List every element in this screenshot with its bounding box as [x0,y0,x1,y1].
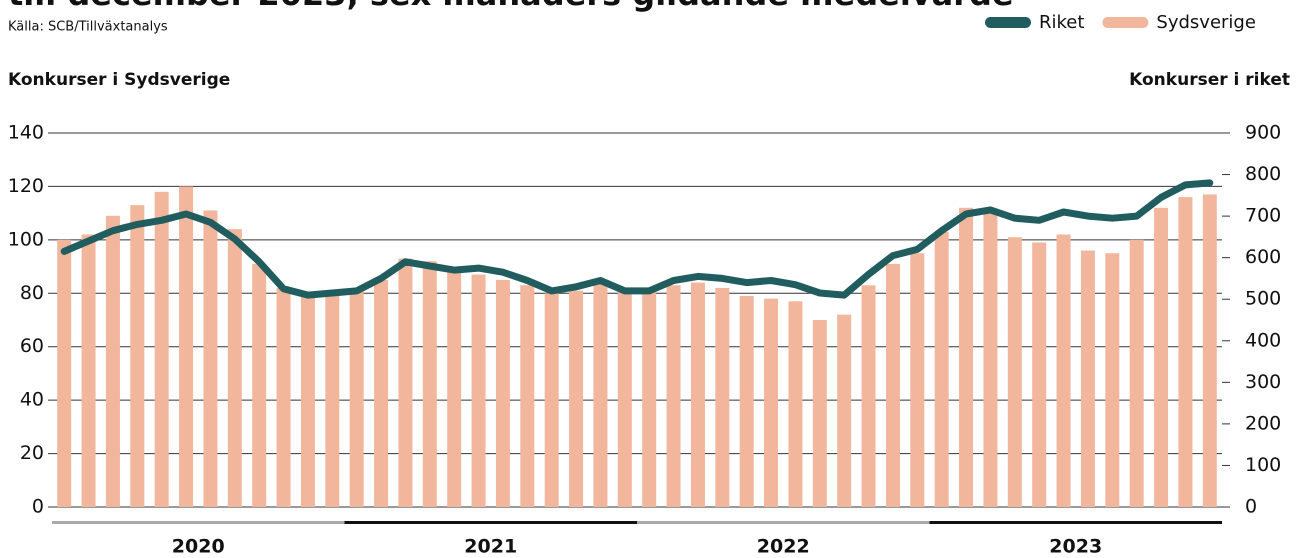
bar [715,287,730,507]
line [60,179,1214,299]
bar [959,207,974,508]
bar [1007,237,1022,507]
bar [203,210,218,507]
y-tick-label: 120 [8,175,44,197]
bar [1202,194,1217,507]
bar [1056,234,1071,507]
bar [764,298,779,507]
y2-tick-label: 800 [1245,163,1281,185]
bar [252,263,267,507]
y-tick-label: 80 [20,282,44,304]
bar [398,258,413,507]
y2-tick-label: 300 [1245,371,1281,393]
bar [81,234,96,507]
bar [495,279,510,507]
bar [861,285,876,507]
year-underline [344,521,637,524]
y2-tick-label: 100 [1245,454,1281,476]
bar [1105,253,1120,507]
year-underline [929,521,1222,524]
bar [520,285,535,507]
bar [57,239,72,507]
bar [1032,242,1047,507]
y-tick-label: 0 [32,496,44,518]
bar [130,205,145,507]
bar [983,213,998,507]
legend-label: Riket [1039,12,1084,33]
bar [910,253,925,507]
year-label: 2021 [464,536,517,558]
bar [885,263,900,507]
bar [1080,250,1095,508]
y2-tick-label: 0 [1245,496,1257,518]
bar [422,261,437,507]
legend-swatch [985,17,1031,28]
bar [593,282,608,507]
year-underline [52,521,345,524]
legend-label: Sydsverige [1156,12,1256,33]
bar [934,231,949,508]
y2-tick-label: 700 [1245,205,1281,227]
bar [569,290,584,507]
bar [300,295,315,507]
source: Källa: SCB/Tillväxtanalys [8,20,168,35]
y2-tick-label: 500 [1245,288,1281,310]
bar [788,301,803,507]
bar [739,295,754,507]
y2-tick-label: 200 [1245,412,1281,434]
bar [447,271,462,507]
bar [105,215,120,508]
y2-tick-label: 600 [1245,246,1281,268]
y-tick-label: 40 [20,389,44,411]
y-tick-label: 60 [20,335,44,357]
y2-tick-label: 900 [1245,122,1281,144]
y-tick-label: 20 [20,442,44,464]
bar [690,282,705,507]
bar [1154,207,1169,508]
y-axis-label: Konkurser i Sydsverige [8,70,230,90]
bar [666,285,681,507]
bar [1129,239,1144,507]
bar [179,186,194,507]
year-label: 2022 [757,536,810,558]
bar [471,274,486,507]
bar [544,293,559,507]
legend-swatch [1102,17,1149,28]
bar [837,314,852,507]
y-tick-label: 100 [8,228,44,250]
year-underline [637,521,930,524]
y2-axis-label: Konkurser i riket [1129,70,1290,90]
bar [812,320,827,507]
bar [349,290,364,507]
bar [642,290,657,507]
y-tick-label: 140 [8,122,44,144]
bar [276,287,291,507]
bar [1178,197,1193,507]
bar [227,229,242,507]
bar [325,293,340,507]
bar [617,287,632,507]
year-label: 2023 [1049,536,1102,558]
bar [374,279,389,507]
chart-title: till december 2023, sex månaders glidand… [8,0,1014,13]
y2-tick-label: 400 [1245,329,1281,351]
year-label: 2020 [172,536,225,558]
bar [154,191,169,507]
